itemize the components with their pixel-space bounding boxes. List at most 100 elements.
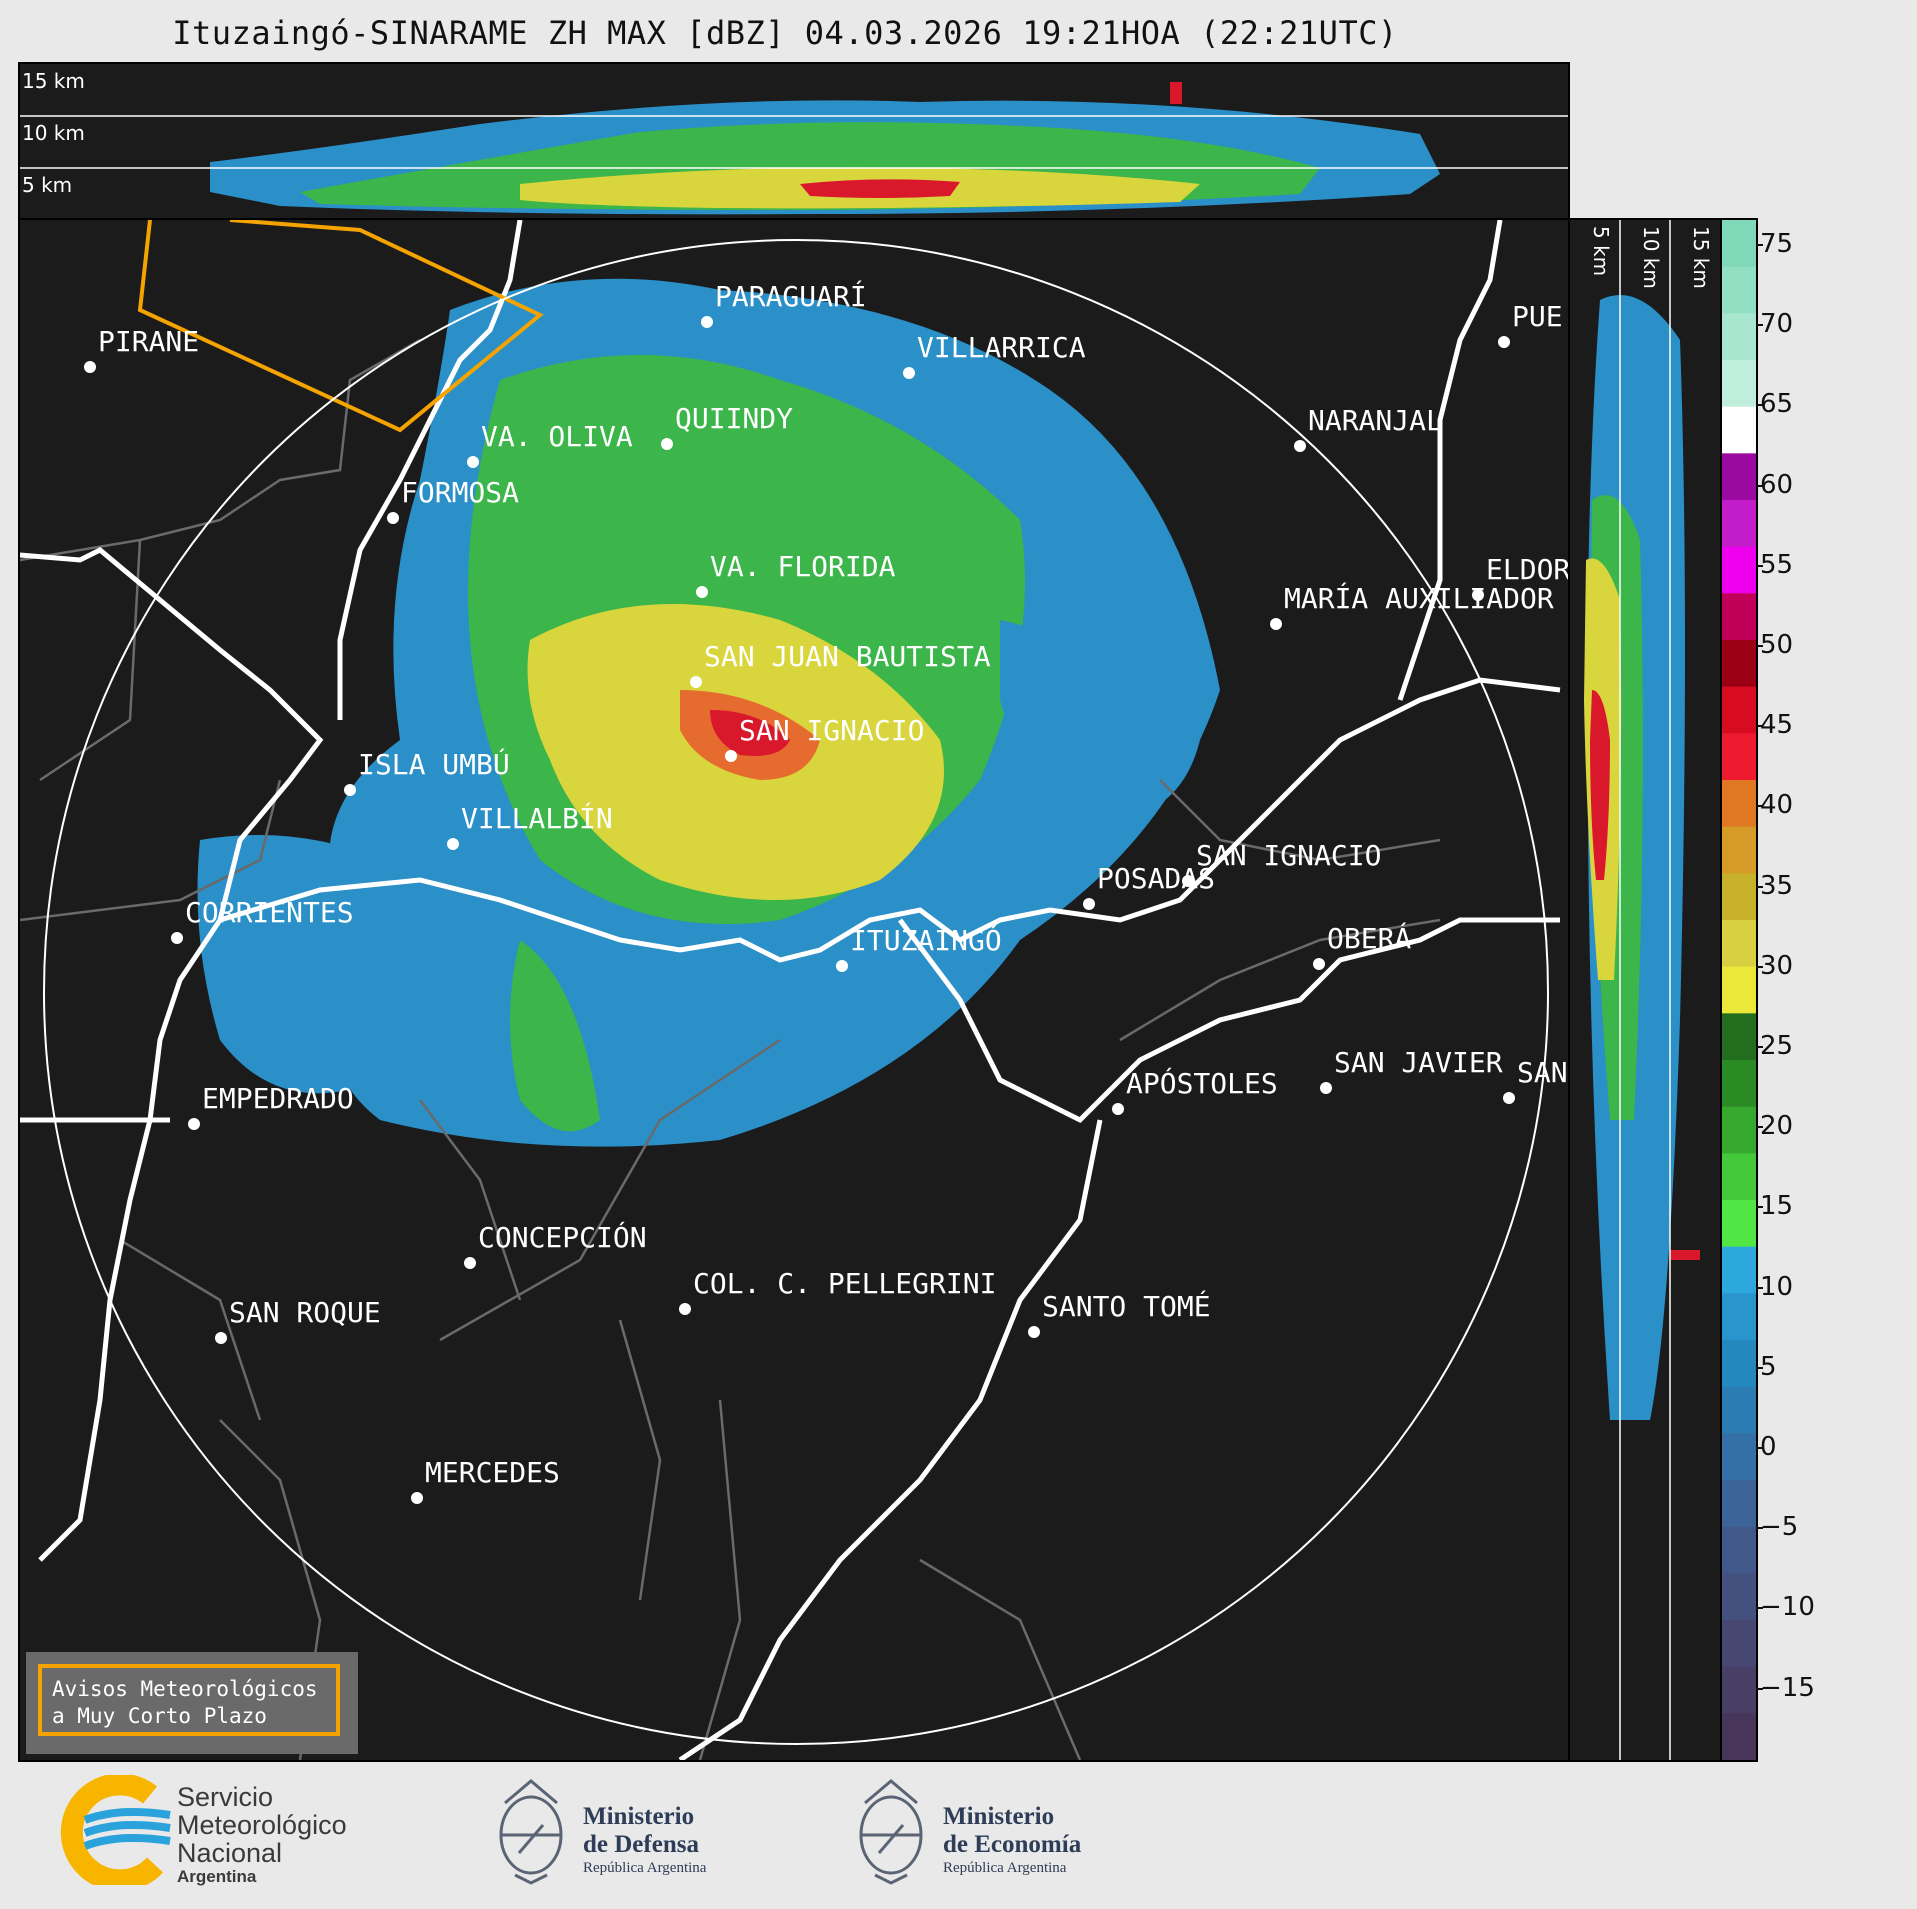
colorbar-band <box>1722 1153 1756 1201</box>
city-dot <box>679 1303 691 1315</box>
city-markers: PARAGUARÍ VILLARRICA PIRANE QUIINDY VA. OLIV… <box>84 279 1570 1504</box>
city-label[interactable]: SAN JAVIER <box>1334 1046 1503 1079</box>
colorbar-tick-label: 35 <box>1755 870 1794 901</box>
city-dot <box>464 1257 476 1269</box>
city-label[interactable]: COL. C. PELLEGRINI <box>693 1267 996 1300</box>
smn-line-4: Argentina <box>177 1867 257 1886</box>
city-dot <box>1313 958 1325 970</box>
warning-box[interactable]: Avisos Meteorológicos a Muy Corto Plazo <box>26 1652 358 1754</box>
colorbar-band <box>1722 1713 1756 1760</box>
colorbar-tick-label: 60 <box>1755 469 1794 500</box>
city-label[interactable]: VILLARRICA <box>917 331 1086 364</box>
colorbar-band <box>1722 1246 1756 1294</box>
city-dot <box>1270 618 1282 630</box>
city-label[interactable]: POSADAS <box>1097 862 1215 895</box>
colorbar-tick-label: −5 <box>1755 1512 1799 1543</box>
smn-line-1: Servicio <box>177 1782 274 1812</box>
colorbar-band <box>1722 1480 1756 1528</box>
city-label[interactable]: SAN IGNACIO <box>1196 839 1381 872</box>
city-label[interactable]: ELDOR <box>1486 553 1570 586</box>
colorbar-band <box>1722 1386 1756 1434</box>
colorbar-tick-label: 0 <box>1756 1432 1777 1462</box>
city-label[interactable]: APÓSTOLES <box>1126 1066 1278 1100</box>
side-height-label-15: 15 km <box>1689 226 1713 289</box>
colorbar-band <box>1722 1526 1756 1574</box>
city-dot <box>1028 1326 1040 1338</box>
city-label[interactable]: FORMOSA <box>401 476 519 509</box>
side-height-label-10: 10 km <box>1639 226 1663 289</box>
colorbar-band <box>1722 733 1756 781</box>
warning-line-2: a Muy Corto Plazo <box>52 1704 267 1728</box>
city-label[interactable]: CONCEPCIÓN <box>478 1220 647 1254</box>
city-dot <box>411 1492 423 1504</box>
city-label[interactable]: SANTO TOMÉ <box>1042 1289 1211 1323</box>
colorbar-band <box>1722 1340 1756 1388</box>
colorbar-band <box>1722 873 1756 921</box>
city-dot <box>1498 336 1510 348</box>
radar-title: Ituzaingó-SINARAME ZH MAX [dBZ] 04.03.20… <box>172 14 1398 52</box>
city-dot <box>1294 440 1306 452</box>
colorbar-tick-label: 50 <box>1755 630 1794 660</box>
colorbar-band <box>1722 1573 1756 1621</box>
city-label[interactable]: ISLA UMBÚ <box>358 747 510 781</box>
colorbar-tick-label: 75 <box>1755 229 1794 259</box>
smn-line-2: Meteorológico <box>177 1810 347 1840</box>
top-height-label-5: 5 km <box>22 173 72 197</box>
city-dot <box>903 367 915 379</box>
smn-emblem-icon <box>60 1775 171 1885</box>
alert-polygon[interactable] <box>137 220 544 433</box>
side-cross-section-panel: 5 km 10 km 15 km <box>1568 218 1722 1762</box>
defensa-line-2: de Defensa <box>583 1831 699 1858</box>
ministerio-economia-logo: Ministerio de Economía República Argenti… <box>855 1775 1145 1885</box>
city-dot <box>171 932 183 944</box>
top-cross-section-panel: 15 km 10 km 5 km <box>18 62 1570 220</box>
city-label[interactable]: MARÍA AUXILIADOR <box>1284 581 1554 615</box>
city-dot <box>467 456 479 468</box>
colorbar-tick-label: 15 <box>1755 1191 1794 1222</box>
city-label[interactable]: SAN IGNACIO <box>739 714 924 747</box>
colorbar-band <box>1722 220 1756 268</box>
colorbar-band <box>1722 1060 1756 1108</box>
colorbar-band <box>1722 266 1756 314</box>
radar-map[interactable]: PARAGUARÍ VILLARRICA PIRANE QUIINDY VA. OLIV… <box>18 218 1570 1762</box>
city-label[interactable]: SAN ROQUE <box>229 1296 381 1329</box>
colorbar-tick-label: 65 <box>1755 389 1794 420</box>
city-dot <box>1472 589 1484 601</box>
colorbar-tick-label: 10 <box>1755 1271 1794 1302</box>
smn-logo: Servicio Meteorológico Nacional Argentin… <box>55 1775 395 1886</box>
city-label[interactable]: CORRIENTES <box>185 896 354 929</box>
side-height-label-5: 5 km <box>1589 226 1613 276</box>
range-ring <box>43 239 1549 1745</box>
city-label[interactable]: PUE <box>1512 300 1563 333</box>
city-label[interactable]: PIRANE <box>98 325 199 358</box>
city-label[interactable]: QUIINDY <box>675 402 793 435</box>
colorbar-band <box>1722 826 1756 874</box>
city-label[interactable]: PARAGUARÍ <box>715 279 867 313</box>
top-echo-profile <box>210 82 1440 215</box>
defensa-line-3: República Argentina <box>583 1860 707 1876</box>
colorbar-tick-label: 20 <box>1755 1111 1794 1142</box>
city-label[interactable]: ITUZAINGÓ <box>850 923 1002 957</box>
colorbar-band <box>1722 640 1756 688</box>
city-label[interactable]: VA. OLIVA <box>481 420 633 453</box>
city-label[interactable]: NARANJAL <box>1308 404 1443 437</box>
city-dot <box>696 586 708 598</box>
colorbar-band <box>1722 546 1756 594</box>
colorbar-band <box>1722 1666 1756 1714</box>
colorbar-band <box>1722 686 1756 734</box>
city-label[interactable]: OBERÁ <box>1327 921 1411 955</box>
city-label[interactable]: MERCEDES <box>425 1456 560 1489</box>
colorbar-tick-label: 40 <box>1755 790 1794 821</box>
city-dot <box>1083 898 1095 910</box>
city-label[interactable]: SAN <box>1517 1056 1568 1089</box>
city-label[interactable]: VA. FLORIDA <box>710 550 896 583</box>
top-height-label-15: 15 km <box>22 69 85 93</box>
colorbar-band <box>1722 1620 1756 1668</box>
city-label[interactable]: EMPEDRADO <box>202 1082 354 1115</box>
colorbar-tick-label: 70 <box>1755 309 1794 340</box>
city-label[interactable]: SAN JUAN BAUTISTA <box>704 640 991 673</box>
coat-of-arms-icon <box>499 1779 563 1885</box>
warning-line-1: Avisos Meteorológicos <box>52 1677 318 1701</box>
city-label[interactable]: VILLALBÍN <box>461 801 613 835</box>
colorbar-band <box>1722 1293 1756 1341</box>
